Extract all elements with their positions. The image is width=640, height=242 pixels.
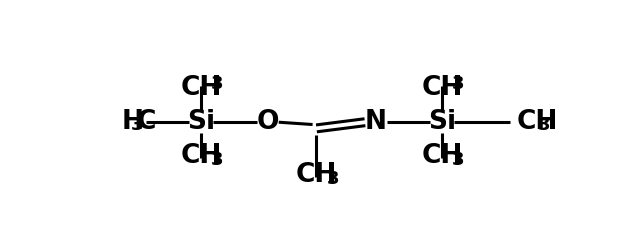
Text: CH: CH xyxy=(296,162,337,188)
Text: CH: CH xyxy=(516,109,558,135)
Text: CH: CH xyxy=(421,75,463,101)
Text: N: N xyxy=(365,109,387,135)
Text: CH: CH xyxy=(180,143,221,169)
Text: 3: 3 xyxy=(211,151,223,169)
Text: 3: 3 xyxy=(452,151,465,169)
Text: C: C xyxy=(137,109,156,135)
Text: 3: 3 xyxy=(538,116,550,134)
Text: 3: 3 xyxy=(326,170,339,188)
Text: CH: CH xyxy=(421,143,463,169)
Text: CH: CH xyxy=(180,75,221,101)
Text: O: O xyxy=(257,109,279,135)
Text: 3: 3 xyxy=(131,116,143,134)
Text: Si: Si xyxy=(428,109,456,135)
Text: 3: 3 xyxy=(452,75,465,93)
Text: H: H xyxy=(122,109,143,135)
Text: 3: 3 xyxy=(211,75,223,93)
Text: Si: Si xyxy=(187,109,215,135)
